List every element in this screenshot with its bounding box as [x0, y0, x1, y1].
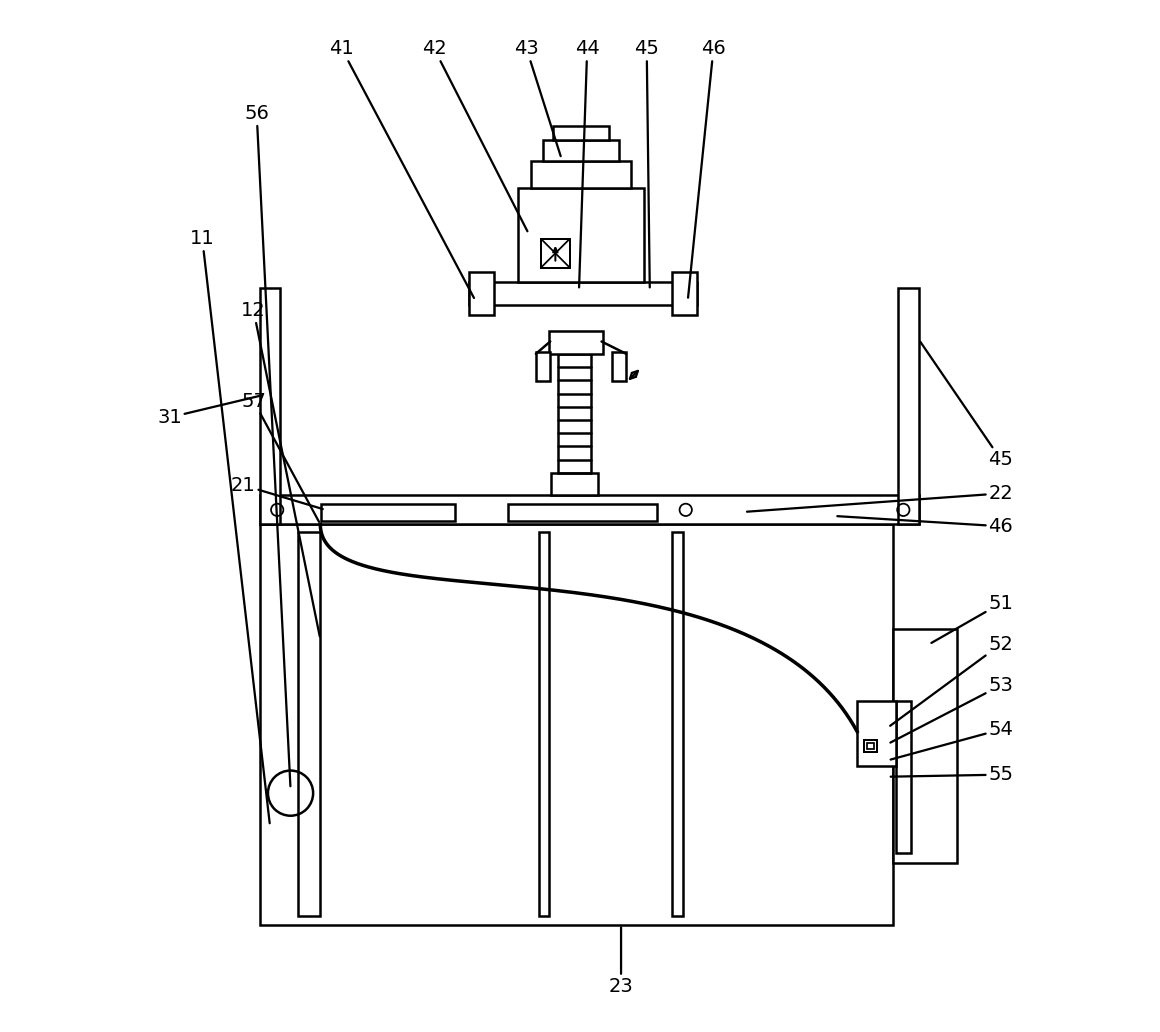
- Bar: [260, 288, 281, 524]
- Text: 42: 42: [422, 39, 528, 231]
- Bar: [508, 504, 657, 521]
- Bar: [897, 701, 911, 852]
- Text: 56: 56: [245, 104, 290, 786]
- Text: 52: 52: [890, 635, 1014, 725]
- Text: 41: 41: [329, 39, 474, 298]
- Bar: [539, 533, 549, 916]
- Text: 23: 23: [609, 928, 633, 996]
- Bar: [531, 161, 631, 188]
- Bar: [864, 740, 877, 752]
- Bar: [536, 352, 550, 381]
- Text: 43: 43: [514, 39, 560, 156]
- Bar: [321, 504, 455, 521]
- Text: 45: 45: [920, 342, 1014, 470]
- Text: 46: 46: [838, 516, 1013, 536]
- Bar: [519, 188, 644, 282]
- Bar: [541, 238, 570, 267]
- Text: 46: 46: [688, 39, 726, 297]
- Text: 12: 12: [241, 301, 320, 637]
- Bar: [549, 331, 602, 354]
- Bar: [553, 126, 609, 140]
- Text: 31: 31: [157, 395, 261, 427]
- Bar: [673, 271, 697, 315]
- Text: 57: 57: [241, 391, 319, 522]
- Bar: [469, 282, 697, 304]
- Text: 53: 53: [891, 676, 1014, 743]
- Bar: [857, 701, 897, 767]
- Text: 11: 11: [190, 229, 269, 824]
- Bar: [611, 352, 626, 381]
- Bar: [543, 140, 619, 161]
- Bar: [469, 271, 494, 315]
- Bar: [673, 533, 682, 916]
- Text: 21: 21: [231, 476, 322, 509]
- Bar: [260, 495, 919, 524]
- Bar: [898, 288, 919, 524]
- Bar: [298, 533, 320, 916]
- Text: 55: 55: [891, 765, 1014, 784]
- Text: 54: 54: [891, 720, 1014, 760]
- Text: 51: 51: [931, 593, 1014, 643]
- Bar: [260, 524, 893, 925]
- Bar: [893, 628, 957, 863]
- Text: 45: 45: [635, 39, 659, 287]
- Bar: [551, 473, 599, 495]
- Bar: [868, 743, 873, 749]
- Text: 44: 44: [575, 39, 600, 287]
- Text: 22: 22: [747, 484, 1013, 512]
